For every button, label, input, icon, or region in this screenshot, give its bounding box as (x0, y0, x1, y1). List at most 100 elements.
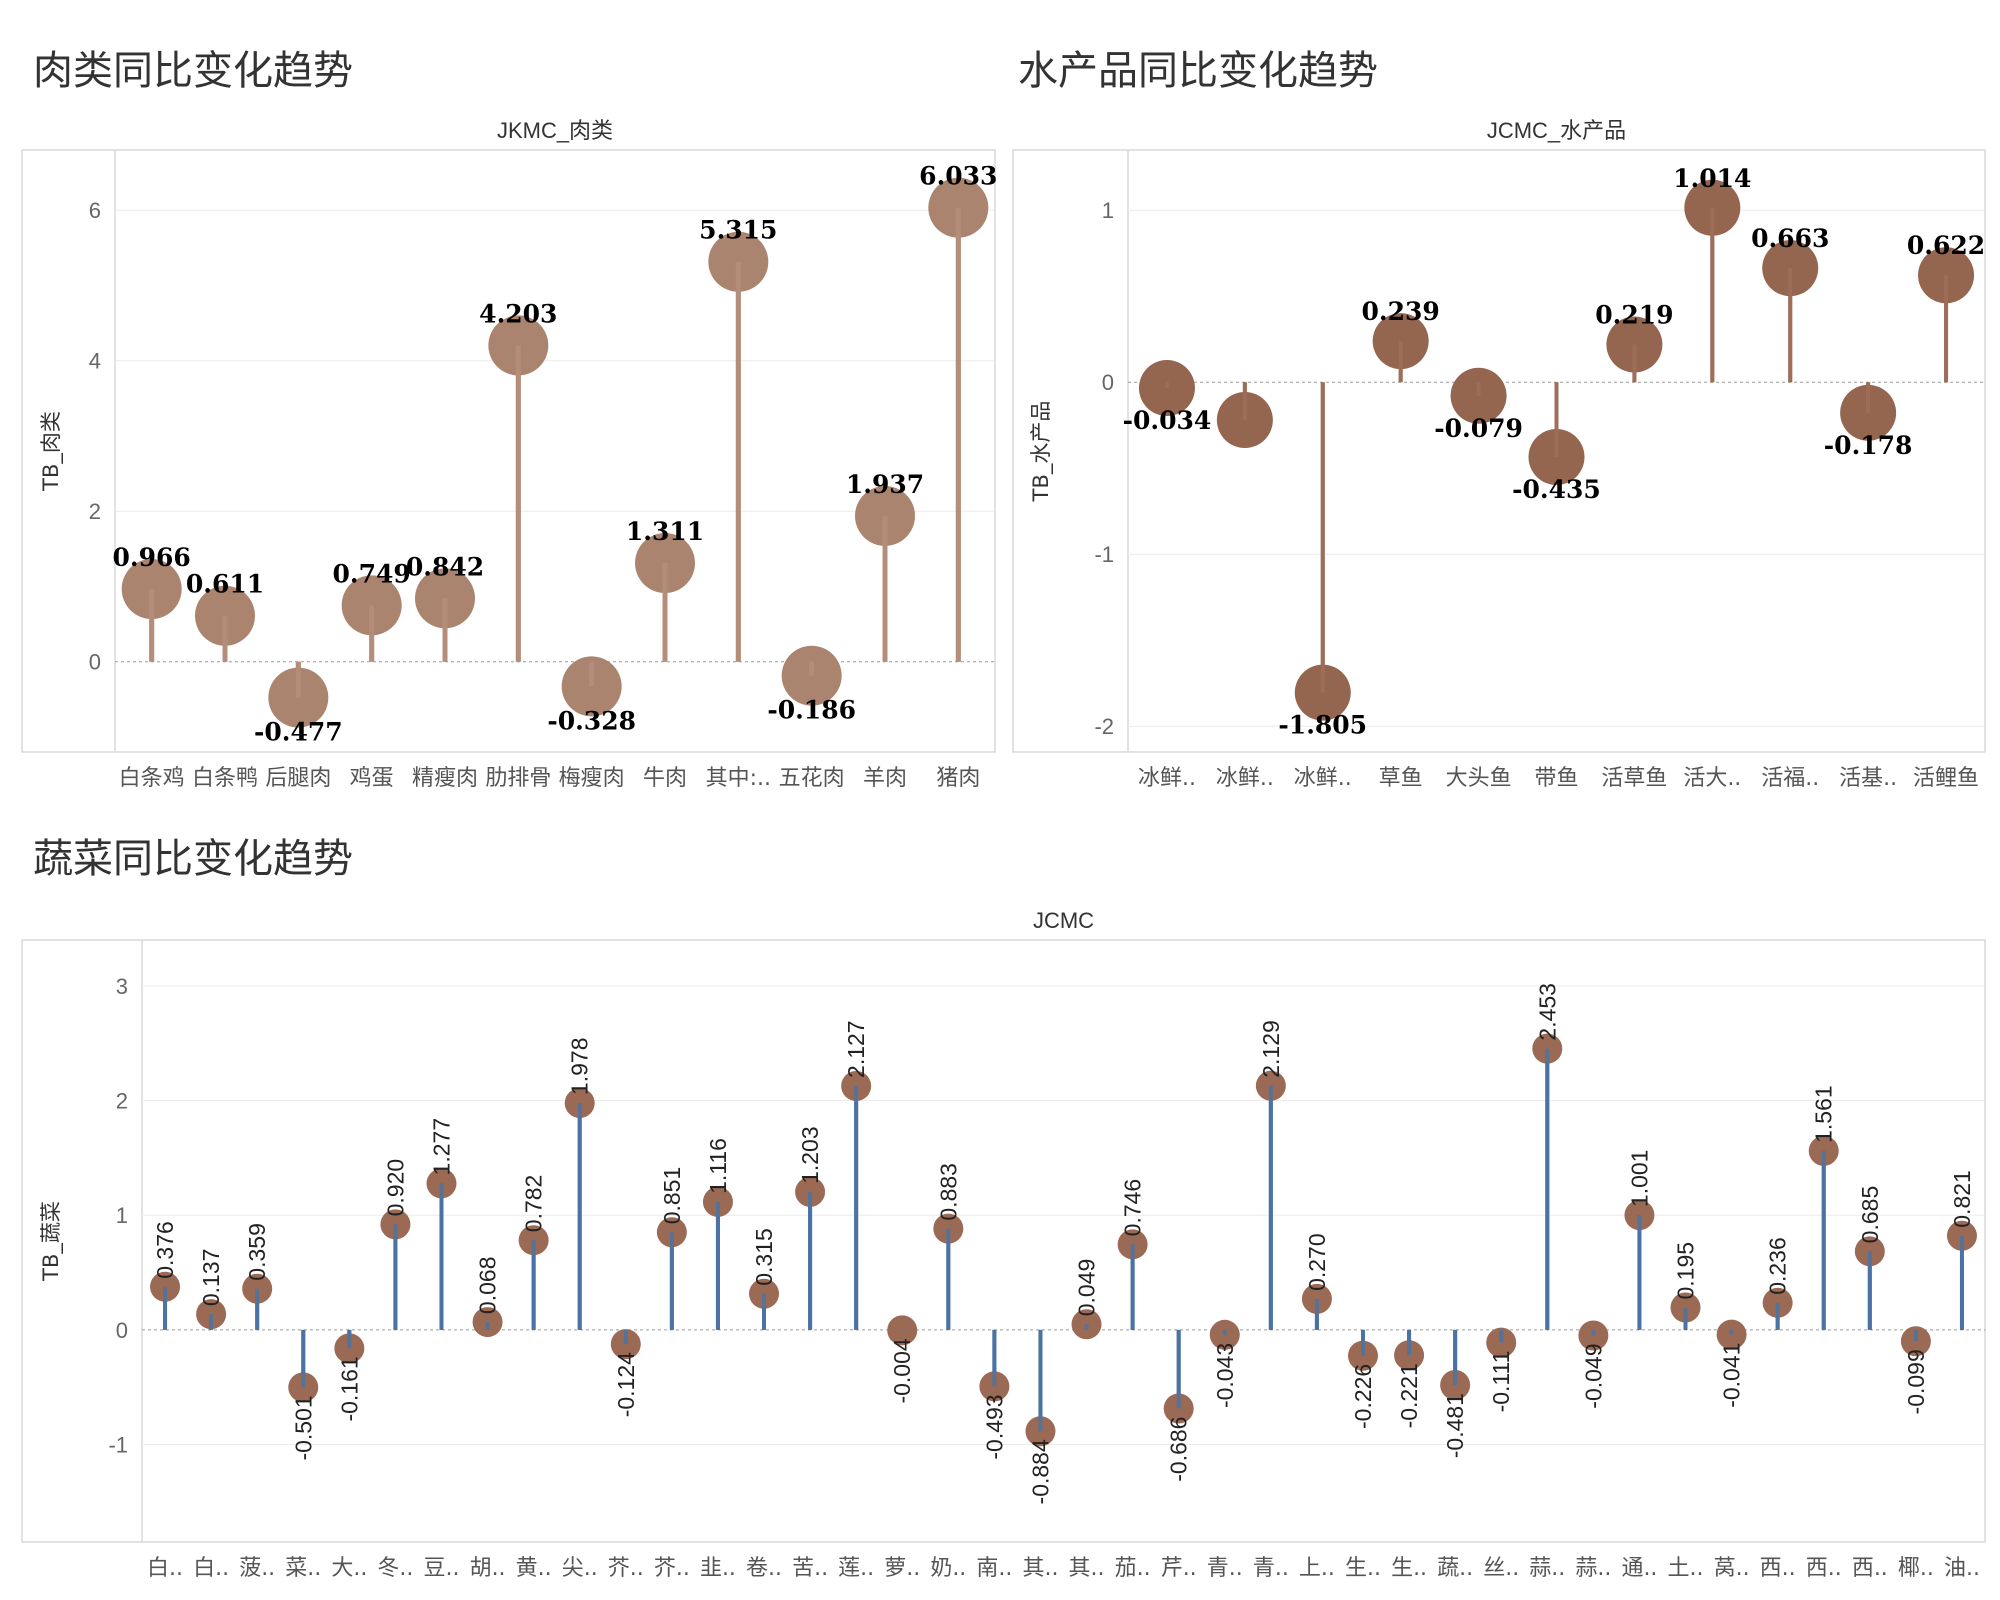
aqua-x-tick-label: 冰鲜.. (1216, 766, 1274, 791)
aqua-x-tick-label: 带鱼 (1534, 766, 1578, 791)
aqua-data-label: 1.014 (1673, 164, 1751, 193)
veg-x-tick-label: 大.. (331, 1556, 367, 1581)
aqua-dashboard-title: 水产品同比变化趋势 (1018, 48, 1378, 94)
aqua-x-tick-label: 活鲤鱼 (1913, 766, 1979, 791)
meat-x-tick-label: 肋排骨 (485, 766, 551, 791)
aqua-data-label: 0.663 (1751, 224, 1829, 253)
meat-chart-title: JKMC_肉类 (497, 118, 613, 143)
veg-data-label: 0.782 (521, 1175, 547, 1233)
meat-data-label: 5.315 (699, 216, 777, 245)
veg-data-label: 0.315 (751, 1228, 777, 1286)
aqua-data-label: 0.622 (1907, 231, 1985, 260)
veg-y-tick-label: -1 (108, 1433, 128, 1458)
aqua-x-tick-label: 草鱼 (1379, 766, 1423, 791)
meat-data-label: 1.311 (626, 517, 704, 546)
meat-x-tick-label: 牛肉 (643, 766, 687, 791)
veg-data-label: 1.277 (428, 1118, 454, 1176)
veg-x-tick-label: 蔬.. (1437, 1556, 1473, 1581)
veg-data-label: -0.099 (1903, 1349, 1929, 1414)
veg-data-label: 0.068 (475, 1257, 501, 1315)
veg-data-label: -0.221 (1396, 1363, 1422, 1428)
aqua-x-tick-label: 活大.. (1683, 766, 1741, 791)
veg-data-label: -0.043 (1212, 1343, 1238, 1408)
aqua-y-tick-label: -1 (1094, 542, 1114, 567)
veg-data-label: 0.137 (198, 1249, 224, 1307)
aqua-data-label: -1.805 (1278, 711, 1367, 740)
veg-x-tick-label: 椰.. (1898, 1556, 1934, 1581)
veg-data-label: 0.920 (382, 1159, 408, 1217)
veg-data-label: -0.111 (1488, 1351, 1514, 1413)
veg-x-tick-label: 白.. (147, 1556, 183, 1581)
veg-data-label: -0.049 (1580, 1343, 1606, 1408)
veg-data-label: -0.124 (613, 1352, 639, 1417)
meat-dashboard-title: 肉类同比变化趋势 (33, 48, 353, 94)
veg-data-label: -0.686 (1166, 1417, 1192, 1482)
meat-data-label: 4.203 (479, 299, 557, 328)
meat-x-tick-label: 白条鸡 (119, 766, 185, 791)
veg-x-tick-label: 萝.. (884, 1556, 920, 1581)
veg-x-tick-label: 胡.. (470, 1556, 506, 1581)
aqua-x-tick-label: 活草鱼 (1601, 766, 1667, 791)
veg-data-label: 1.001 (1626, 1150, 1652, 1208)
veg-x-tick-label: 其.. (1069, 1556, 1105, 1581)
veg-x-tick-label: 西.. (1852, 1556, 1888, 1581)
veg-x-tick-label: 茄.. (1115, 1556, 1151, 1581)
meat-y-tick-label: 0 (89, 650, 101, 675)
meat-data-label: 1.937 (846, 470, 924, 499)
veg-x-tick-label: 芹.. (1161, 1556, 1197, 1581)
veg-data-label: -0.161 (336, 1356, 362, 1421)
veg-data-label: -0.493 (981, 1394, 1007, 1459)
veg-y-tick-label: 3 (116, 974, 128, 999)
meat-x-tick-label: 五花肉 (779, 766, 845, 791)
veg-x-tick-label: 冬.. (377, 1556, 413, 1581)
aqua-y-tick-label: -2 (1094, 714, 1114, 739)
meat-x-tick-label: 白条鸭 (192, 766, 258, 791)
veg-data-label: 1.116 (705, 1138, 731, 1194)
veg-data-label: 0.883 (935, 1163, 961, 1221)
veg-data-label: 0.270 (1304, 1233, 1330, 1291)
aqua-data-label: -0.435 (1512, 475, 1601, 504)
veg-data-label: 0.195 (1673, 1242, 1699, 1300)
meat-data-label: 6.033 (919, 162, 997, 191)
veg-x-tick-label: 白.. (193, 1556, 229, 1581)
veg-data-label: 2.129 (1258, 1020, 1284, 1078)
aqua-data-label: -0.079 (1434, 414, 1523, 443)
aqua-x-tick-label: 冰鲜.. (1294, 766, 1352, 791)
veg-dashboard-title: 蔬菜同比变化趋势 (33, 836, 353, 882)
meat-x-tick-label: 羊肉 (863, 766, 907, 791)
veg-x-tick-label: 韭.. (700, 1556, 736, 1581)
meat-y-tick-label: 6 (89, 198, 101, 223)
veg-x-tick-label: 生.. (1345, 1556, 1381, 1581)
veg-x-tick-label: 芥.. (654, 1556, 690, 1581)
veg-x-tick-label: 土.. (1668, 1556, 1704, 1581)
veg-data-label: -0.226 (1350, 1364, 1376, 1429)
veg-data-label: -0.501 (290, 1395, 316, 1460)
meat-x-tick-label: 猪肉 (936, 766, 980, 791)
veg-x-tick-label: 丝.. (1483, 1556, 1519, 1581)
veg-data-label: 0.746 (1120, 1179, 1146, 1237)
meat-data-label: 0.966 (113, 543, 191, 572)
veg-data-label: 2.453 (1534, 983, 1560, 1041)
meat-data-label: 0.749 (333, 559, 411, 588)
veg-data-label: 0.236 (1765, 1237, 1791, 1295)
meat-frame (21, 149, 996, 753)
aqua-data-label: 0.219 (1595, 301, 1673, 330)
veg-x-tick-label: 奶.. (930, 1556, 966, 1581)
veg-data-label: 0.359 (244, 1223, 270, 1281)
meat-x-tick-label: 其中:.. (706, 766, 771, 791)
meat-data-label: -0.328 (547, 706, 636, 735)
veg-x-tick-label: 蒜.. (1575, 1556, 1611, 1581)
meat-data-label: 0.611 (186, 570, 264, 599)
meat-x-tick-label: 后腿肉 (265, 766, 331, 791)
meat-x-tick-label: 精瘦肉 (412, 766, 478, 791)
meat-y-tick-label: 2 (89, 499, 101, 524)
veg-x-tick-label: 莴.. (1714, 1556, 1750, 1581)
veg-data-label: 0.049 (1074, 1259, 1100, 1317)
aqua-x-tick-label: 大头鱼 (1446, 766, 1512, 791)
veg-x-tick-label: 通.. (1621, 1556, 1657, 1581)
veg-frame (21, 939, 1986, 1543)
veg-data-label: -0.884 (1027, 1439, 1053, 1504)
aqua-data-label: -0.034 (1123, 406, 1212, 435)
veg-x-tick-label: 青.. (1253, 1556, 1289, 1581)
